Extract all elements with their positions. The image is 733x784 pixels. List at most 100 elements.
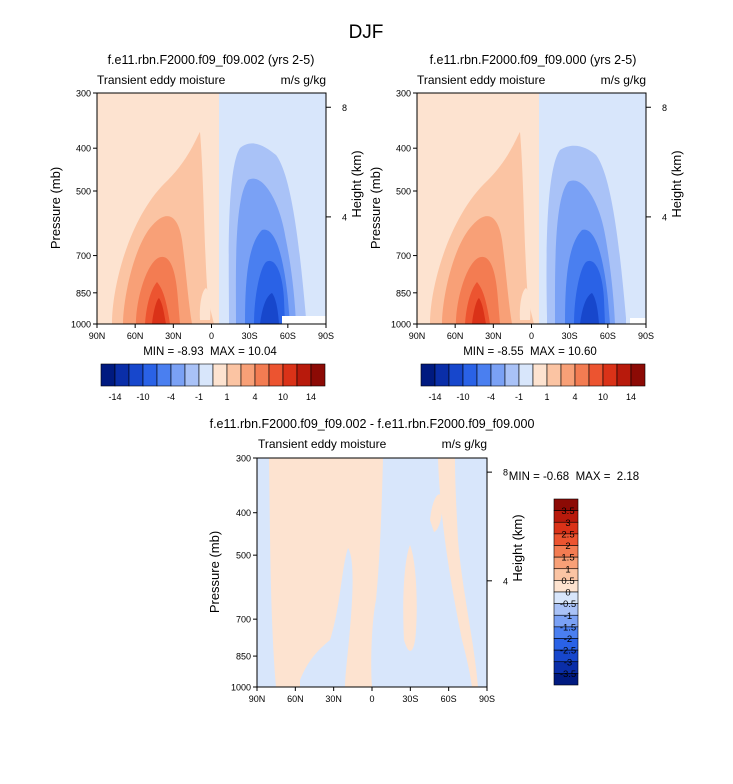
colorbar-swatch-13 — [602, 363, 618, 387]
x-tick-label-left-3: 0 — [209, 331, 214, 341]
y-tick-label-left-300: 300 — [76, 89, 91, 99]
x-tick-label-left-6: 90S — [318, 331, 334, 341]
colorbar-swatch-3 — [142, 363, 158, 387]
y-tick-label-left-700: 700 — [76, 251, 91, 261]
colorbar-swatch-9 — [226, 363, 242, 387]
contour-field-right — [417, 93, 646, 324]
diff-colorbar-label-5: 1 — [565, 564, 570, 575]
x-tick-label-diff-5: 60S — [441, 694, 457, 704]
x-tick-label-diff-2: 30N — [325, 694, 342, 704]
y-axis-label-right: Pressure (mb) — [368, 167, 383, 249]
colorbar-label-5: 4 — [572, 392, 577, 402]
y-tick-label-diff-850: 850 — [236, 652, 251, 662]
x-axis-right: 90N 60N 30N 0 30S 60S 90S — [409, 324, 654, 341]
y-tick-label-left-1000: 1000 — [71, 320, 91, 330]
colorbar-label-0: -14 — [108, 392, 121, 402]
colorbar-swatch-1 — [434, 363, 450, 387]
panel-left: f.e11.rbn.F2000.f09_f09.002 (yrs 2-5) Tr… — [48, 53, 364, 358]
colorbar-label-7: 14 — [626, 392, 636, 402]
diff-colorbar-swatch-15 — [553, 673, 579, 686]
y2-axis-left: 84 — [326, 103, 347, 222]
colorbar-diff: 3.532.521.510.50-0.5-1-1.5-2-2.5-3-3.5 — [553, 498, 579, 686]
diff-colorbar-label-0: 3.5 — [561, 506, 574, 517]
colorbar-swatch-11 — [574, 363, 590, 387]
colorbar-label-3: -1 — [515, 392, 523, 402]
colorbar-label-2: -4 — [487, 392, 495, 402]
y-axis-label-left: Pressure (mb) — [48, 167, 63, 249]
y-axis-right: 300 400 500 700 850 1000 — [391, 89, 417, 330]
colorbar-right: -14 -10 -4 -1 1 4 10 14 — [420, 363, 646, 402]
y2-axis-label-diff: Height (km) — [510, 514, 525, 581]
y-tick-label-left-400: 400 — [76, 144, 91, 154]
x-tick-label-right-5: 60S — [600, 331, 616, 341]
panel-left-title: f.e11.rbn.F2000.f09_f09.002 (yrs 2-5) — [108, 53, 315, 67]
panel-left-units: m/s g/kg — [281, 73, 326, 87]
colorbar-label-6: 10 — [278, 392, 288, 402]
colorbar-swatch-4 — [156, 363, 172, 387]
colorbar-swatch-7 — [518, 363, 534, 387]
y2-axis-right: 84 — [646, 103, 667, 222]
panel-right-units: m/s g/kg — [601, 73, 646, 87]
y2-axis-label-right: Height (km) — [669, 150, 684, 217]
x-tick-label-right-2: 30N — [485, 331, 502, 341]
y-tick-label-right-300: 300 — [396, 89, 411, 99]
colorbar-label-4: 1 — [544, 392, 549, 402]
stats-left: MIN = -8.93 MAX = 10.04 — [143, 346, 277, 358]
colorbar-swatch-15 — [310, 363, 326, 387]
panel-right: f.e11.rbn.F2000.f09_f09.000 (yrs 2-5) Tr… — [368, 53, 684, 358]
colorbar-swatch-5 — [170, 363, 186, 387]
colorbar-label-5: 4 — [252, 392, 257, 402]
colorbar-swatch-10 — [560, 363, 576, 387]
y-tick-label-right-500: 500 — [396, 187, 411, 197]
panel-diff-title: f.e11.rbn.F2000.f09_f09.002 - f.e11.rbn.… — [210, 417, 535, 431]
diff-colorbar-label-10: -1.5 — [560, 622, 576, 633]
y2-tick-label-left-4: 4 — [342, 212, 347, 222]
colorbar-swatch-0 — [420, 363, 436, 387]
colorbar-label-1: -10 — [136, 392, 149, 402]
contour-field-diff — [257, 458, 487, 687]
diff-colorbar-label-11: -2 — [564, 634, 572, 645]
x-tick-label-diff-4: 30S — [402, 694, 418, 704]
diff-colorbar-label-1: 3 — [565, 518, 570, 529]
y-tick-label-left-500: 500 — [76, 187, 91, 197]
colorbar-swatch-11 — [254, 363, 270, 387]
colorbar-swatch-2 — [128, 363, 144, 387]
colorbar-swatch-12 — [268, 363, 284, 387]
y2-tick-label-right-4: 4 — [662, 212, 667, 222]
colorbar-swatch-3 — [462, 363, 478, 387]
x-axis-left: 90N 60N 30N 0 30S 60S 90S — [89, 324, 334, 341]
diff-colorbar-label-7: 0 — [565, 588, 570, 599]
panel-diff: f.e11.rbn.F2000.f09_f09.002 - f.e11.rbn.… — [207, 417, 639, 704]
stats-diff: MIN = -0.68 MAX = 2.18 — [509, 471, 639, 483]
y2-axis-diff: 84 — [487, 468, 508, 586]
colorbar-swatch-15 — [630, 363, 646, 387]
x-tick-label-diff-0: 90N — [249, 694, 266, 704]
y-axis-label-diff: Pressure (mb) — [207, 531, 222, 613]
colorbar-swatch-8 — [532, 363, 548, 387]
colorbar-swatch-13 — [282, 363, 298, 387]
panel-left-subtitle: Transient eddy moisture — [97, 73, 226, 87]
x-tick-label-left-2: 30N — [165, 331, 182, 341]
colorbar-label-2: -4 — [167, 392, 175, 402]
x-axis-diff: 90N 60N 30N 0 30S 60S 90S — [249, 687, 495, 704]
colorbar-swatch-7 — [198, 363, 214, 387]
colorbar-swatch-6 — [184, 363, 200, 387]
x-tick-label-right-4: 30S — [562, 331, 578, 341]
colorbar-label-3: -1 — [195, 392, 203, 402]
colorbar-swatch-14 — [616, 363, 632, 387]
colorbar-swatch-0 — [100, 363, 116, 387]
colorbar-label-0: -14 — [428, 392, 441, 402]
y-tick-label-diff-700: 700 — [236, 615, 251, 625]
contour-field-left — [97, 93, 326, 324]
y2-tick-label-diff-4: 4 — [503, 576, 508, 586]
colorbar-swatch-10 — [240, 363, 256, 387]
diff-colorbar-label-14: -3.5 — [560, 669, 576, 680]
diff-colorbar-label-6: 0.5 — [561, 576, 574, 587]
colorbar-label-6: 10 — [598, 392, 608, 402]
panel-diff-subtitle: Transient eddy moisture — [258, 437, 387, 451]
x-tick-label-left-4: 30S — [242, 331, 258, 341]
y2-tick-label-right-8: 8 — [662, 103, 667, 113]
y-tick-label-left-850: 850 — [76, 288, 91, 298]
y2-axis-label-left: Height (km) — [349, 150, 364, 217]
